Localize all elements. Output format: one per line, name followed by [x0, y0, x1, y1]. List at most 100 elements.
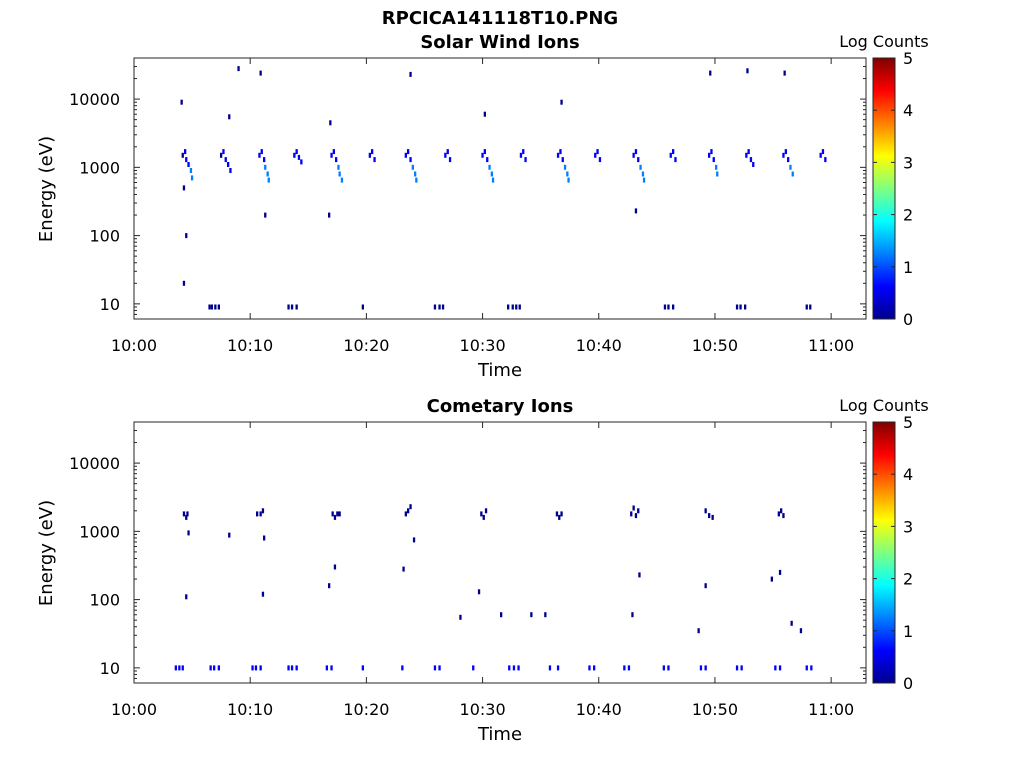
- heatmap-cell: [190, 175, 194, 181]
- heatmap-cell: [180, 99, 183, 105]
- plot-frame-cometary: [133, 421, 867, 684]
- x-tick-label: 10:10: [227, 700, 273, 719]
- heatmap-cell: [210, 304, 213, 310]
- heatmap-cell: [361, 665, 364, 671]
- heatmap-cell: [333, 564, 337, 570]
- heatmap-cell: [641, 171, 645, 177]
- x-tick-label: 10:50: [692, 700, 738, 719]
- heatmap-cell: [361, 304, 364, 310]
- heatmap-cell: [330, 152, 333, 158]
- heatmap-cell: [264, 164, 267, 170]
- heatmap-cell: [634, 208, 638, 214]
- heatmap-cell: [407, 149, 410, 155]
- heatmap-cell: [259, 511, 262, 517]
- heatmap-cell: [338, 171, 341, 177]
- heatmap-cell: [295, 149, 298, 155]
- x-axis-cometary: 10:00 10:10 10:20 10:30 10:40 10:50 11:00: [111, 422, 854, 719]
- heatmap-cell: [227, 162, 230, 167]
- colorbar-tick-label: 4: [903, 465, 913, 484]
- heatmap-cell: [187, 530, 190, 536]
- heatmap-cell: [371, 149, 374, 155]
- heatmap-cell: [287, 304, 290, 310]
- heatmap-cell: [770, 576, 773, 582]
- colorbar-tick-label: 1: [903, 258, 913, 277]
- heatmap-cell: [237, 66, 240, 72]
- heatmap-cell: [810, 665, 813, 671]
- heatmap-cell: [805, 665, 808, 671]
- heatmap-cell: [739, 304, 742, 310]
- heatmap-cell: [740, 665, 743, 671]
- heatmap-cell: [672, 149, 675, 155]
- heatmap-cell: [735, 665, 739, 671]
- heatmap-cell: [524, 157, 527, 163]
- heatmap-cell: [824, 157, 827, 163]
- heatmap-cell: [182, 511, 186, 517]
- heatmap-cell: [491, 177, 495, 183]
- x-tick-label: 10:40: [576, 700, 622, 719]
- heatmap-cell: [290, 304, 294, 310]
- heatmap-cell: [790, 620, 793, 626]
- heatmap-cell: [518, 304, 521, 310]
- heatmap-cell: [598, 157, 602, 163]
- y-tick-label: 10: [100, 295, 120, 314]
- x-tick-label: 10:30: [460, 700, 506, 719]
- heatmap-cell: [335, 157, 338, 163]
- heatmap-cell: [809, 304, 812, 310]
- heatmap-cell: [486, 157, 489, 163]
- y-tick-label: 10000: [69, 90, 120, 109]
- heatmap-cell: [783, 70, 786, 76]
- heatmap-cell: [330, 665, 333, 671]
- heatmap-cell: [185, 157, 188, 163]
- heatmap-cell: [517, 665, 520, 671]
- x-tick-label: 10:10: [227, 336, 273, 355]
- panel-solar-wind-ions: Solar Wind Ions 10:00 10:10 10:20 10:30 10:4…: [36, 32, 929, 381]
- colorbar-ticks-cometary: 0 1 2 3 4 5: [873, 413, 913, 693]
- figure-title: RPCICA141118T10.PNG: [382, 8, 618, 29]
- heatmap-cell: [667, 304, 670, 310]
- panel-cometary-ions: Cometary Ions 10:00 10:10 10:20 10:30 10:40 1…: [36, 396, 929, 745]
- panel-title-solar-wind: Solar Wind Ions: [420, 32, 579, 53]
- heatmap-cell: [630, 511, 633, 517]
- heatmap-cell: [448, 157, 452, 163]
- y-tick-label: 10000: [69, 454, 120, 473]
- heatmap-cell: [704, 583, 707, 589]
- heatmap-cell: [544, 612, 547, 618]
- heatmap-cell: [259, 70, 262, 76]
- heatmap-cell: [441, 304, 445, 310]
- heatmap-cell: [711, 514, 714, 520]
- x-axis-solar-wind: 10:00 10:10 10:20 10:30 10:40 10:50 11:00: [111, 58, 854, 355]
- heatmap-cell: [515, 304, 518, 310]
- heatmap-cell: [295, 304, 298, 310]
- heatmap-cell: [338, 511, 341, 517]
- heatmap-cell: [634, 513, 638, 519]
- colorbar-ticks-solar-wind: 0 1 2 3 4 5: [873, 49, 913, 329]
- heatmap-cell: [530, 612, 533, 618]
- x-tick-label: 10:00: [111, 336, 157, 355]
- heatmap-cell: [229, 168, 232, 173]
- heatmap-cell: [708, 152, 711, 158]
- heatmap-cell: [267, 177, 270, 183]
- heatmap-cell: [373, 157, 376, 163]
- heatmap-cell: [224, 157, 227, 163]
- heatmap-cell: [791, 171, 794, 177]
- heatmap-cell: [259, 665, 262, 671]
- heatmap-cell: [217, 665, 220, 671]
- heatmap-cell: [297, 154, 301, 160]
- heatmap-cell: [186, 511, 189, 517]
- heatmap-cell: [185, 594, 188, 600]
- colorbar-tick-label: 2: [903, 206, 913, 225]
- heatmap-cell: [174, 665, 177, 671]
- x-tick-label: 10:20: [343, 336, 389, 355]
- heatmap-cell: [459, 614, 462, 620]
- heatmap-cell: [490, 171, 493, 177]
- heatmap-cell: [438, 665, 441, 671]
- heatmap-cell: [300, 159, 303, 165]
- heatmap-cell: [328, 212, 331, 218]
- heatmap-cell: [558, 514, 561, 520]
- heatmap-cell: [784, 149, 787, 155]
- heatmap-cell: [261, 508, 265, 514]
- heatmap-cell: [228, 114, 231, 120]
- heatmap-cell: [472, 665, 475, 671]
- heatmap-cell: [329, 120, 332, 126]
